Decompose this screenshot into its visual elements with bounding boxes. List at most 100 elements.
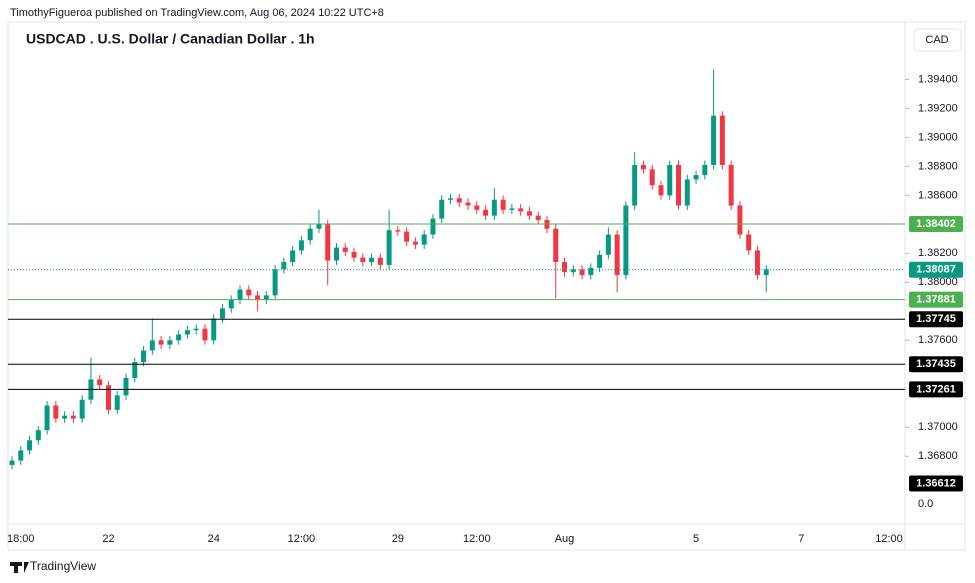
level-tag bbox=[909, 291, 963, 308]
current-price-label: 1.38087 bbox=[916, 264, 956, 276]
candle-body bbox=[448, 198, 453, 200]
candle-body bbox=[439, 199, 445, 219]
candle-body bbox=[763, 269, 769, 276]
level-tag bbox=[909, 356, 963, 373]
y-tick-label: 1.38800 bbox=[918, 160, 958, 172]
y-tick-label: 1.36800 bbox=[918, 450, 958, 462]
level-label: 1.37435 bbox=[916, 358, 956, 370]
candle-body bbox=[114, 395, 120, 410]
candle-body bbox=[737, 205, 743, 235]
candle-body bbox=[562, 262, 568, 273]
candle-body bbox=[272, 269, 278, 296]
candle-body bbox=[342, 247, 348, 252]
candle-body bbox=[395, 230, 401, 232]
candle-body bbox=[535, 215, 541, 220]
candle-body bbox=[70, 415, 76, 419]
candle-body bbox=[746, 234, 752, 251]
candle-body bbox=[658, 185, 664, 196]
candle-body bbox=[27, 440, 33, 451]
candle-body bbox=[97, 379, 103, 386]
candle-body bbox=[184, 330, 190, 335]
level-tag bbox=[909, 311, 963, 328]
x-tick-label: Aug bbox=[555, 533, 575, 545]
y-tick-label: 1.39400 bbox=[918, 73, 958, 85]
candle-body bbox=[509, 208, 515, 210]
tv-logo bbox=[10, 562, 29, 573]
candle-body bbox=[491, 199, 497, 216]
candle-body bbox=[754, 250, 760, 276]
x-tick-label: 5 bbox=[693, 533, 699, 545]
candle-body bbox=[579, 269, 585, 276]
x-tick-label: 12:00 bbox=[288, 533, 316, 545]
level-label: 1.36612 bbox=[916, 477, 956, 489]
candle-body bbox=[526, 211, 532, 216]
candle-body bbox=[123, 377, 129, 396]
y-tick-label: 1.39200 bbox=[918, 102, 958, 114]
level-label: 1.37261 bbox=[916, 383, 956, 395]
candle-body bbox=[456, 198, 462, 203]
candle-body bbox=[588, 267, 594, 276]
candle-body bbox=[711, 115, 717, 165]
candle-body bbox=[193, 328, 199, 331]
candle-body bbox=[640, 164, 646, 170]
level-tag bbox=[909, 475, 963, 492]
candle-body bbox=[483, 209, 489, 216]
candle-body bbox=[553, 228, 559, 263]
currency-button[interactable] bbox=[913, 28, 962, 52]
candle-body bbox=[281, 262, 287, 270]
candle-body bbox=[693, 175, 699, 180]
y-tick-label: 1.37600 bbox=[918, 334, 958, 346]
candle-body bbox=[465, 202, 471, 206]
x-tick-label: 24 bbox=[208, 533, 220, 545]
x-tick-label: 18:00 bbox=[7, 533, 35, 545]
candle-body bbox=[255, 295, 261, 300]
candle-body bbox=[404, 231, 410, 242]
candle-body bbox=[518, 208, 524, 212]
candle-body bbox=[614, 234, 620, 276]
candle-body bbox=[149, 340, 155, 351]
candle-body bbox=[728, 164, 734, 206]
candle-body bbox=[676, 164, 682, 206]
chart-frame bbox=[7, 21, 966, 551]
chart-title: USDCAD . U.S. Dollar / Canadian Dollar .… bbox=[26, 31, 315, 47]
candle-body bbox=[377, 257, 383, 265]
candle-body bbox=[632, 164, 638, 206]
candle-body bbox=[9, 460, 15, 465]
candle-body bbox=[211, 318, 217, 341]
candle-body bbox=[53, 405, 59, 419]
level-label: 1.38402 bbox=[916, 218, 956, 230]
level-label: 1.37881 bbox=[916, 293, 956, 305]
candle-body bbox=[570, 269, 576, 273]
candle-body bbox=[412, 241, 418, 245]
candle-body bbox=[18, 450, 24, 461]
candle-body bbox=[667, 164, 673, 196]
candle-body bbox=[44, 405, 50, 431]
y-tick-label: 1.38000 bbox=[918, 276, 958, 288]
candle-body bbox=[500, 199, 506, 210]
x-tick-label: 12:00 bbox=[875, 533, 903, 545]
level-label: 1.37745 bbox=[916, 313, 956, 325]
x-tick-label: 12:00 bbox=[463, 533, 491, 545]
candle-body bbox=[430, 218, 436, 235]
level-tag bbox=[909, 381, 963, 398]
candle-body bbox=[369, 257, 375, 263]
candle-body bbox=[105, 385, 111, 410]
current-price-tag bbox=[909, 261, 963, 278]
candle-body bbox=[316, 224, 322, 229]
x-tick-label: 22 bbox=[102, 533, 114, 545]
candle-body bbox=[605, 234, 611, 255]
candle-body bbox=[333, 247, 339, 261]
candle-body bbox=[246, 289, 252, 296]
candle-body bbox=[684, 179, 690, 206]
indicator-label: 0.0 bbox=[918, 498, 933, 510]
currency-label: CAD bbox=[925, 34, 948, 46]
candle-body bbox=[219, 308, 225, 319]
candle-body bbox=[237, 289, 243, 300]
candle-body bbox=[597, 254, 603, 268]
candle-body bbox=[132, 362, 138, 378]
candle-body bbox=[351, 251, 357, 258]
candle-body bbox=[474, 205, 480, 210]
candle-body bbox=[360, 257, 366, 263]
published-note: TimothyFigueroa published on TradingView… bbox=[10, 7, 384, 19]
